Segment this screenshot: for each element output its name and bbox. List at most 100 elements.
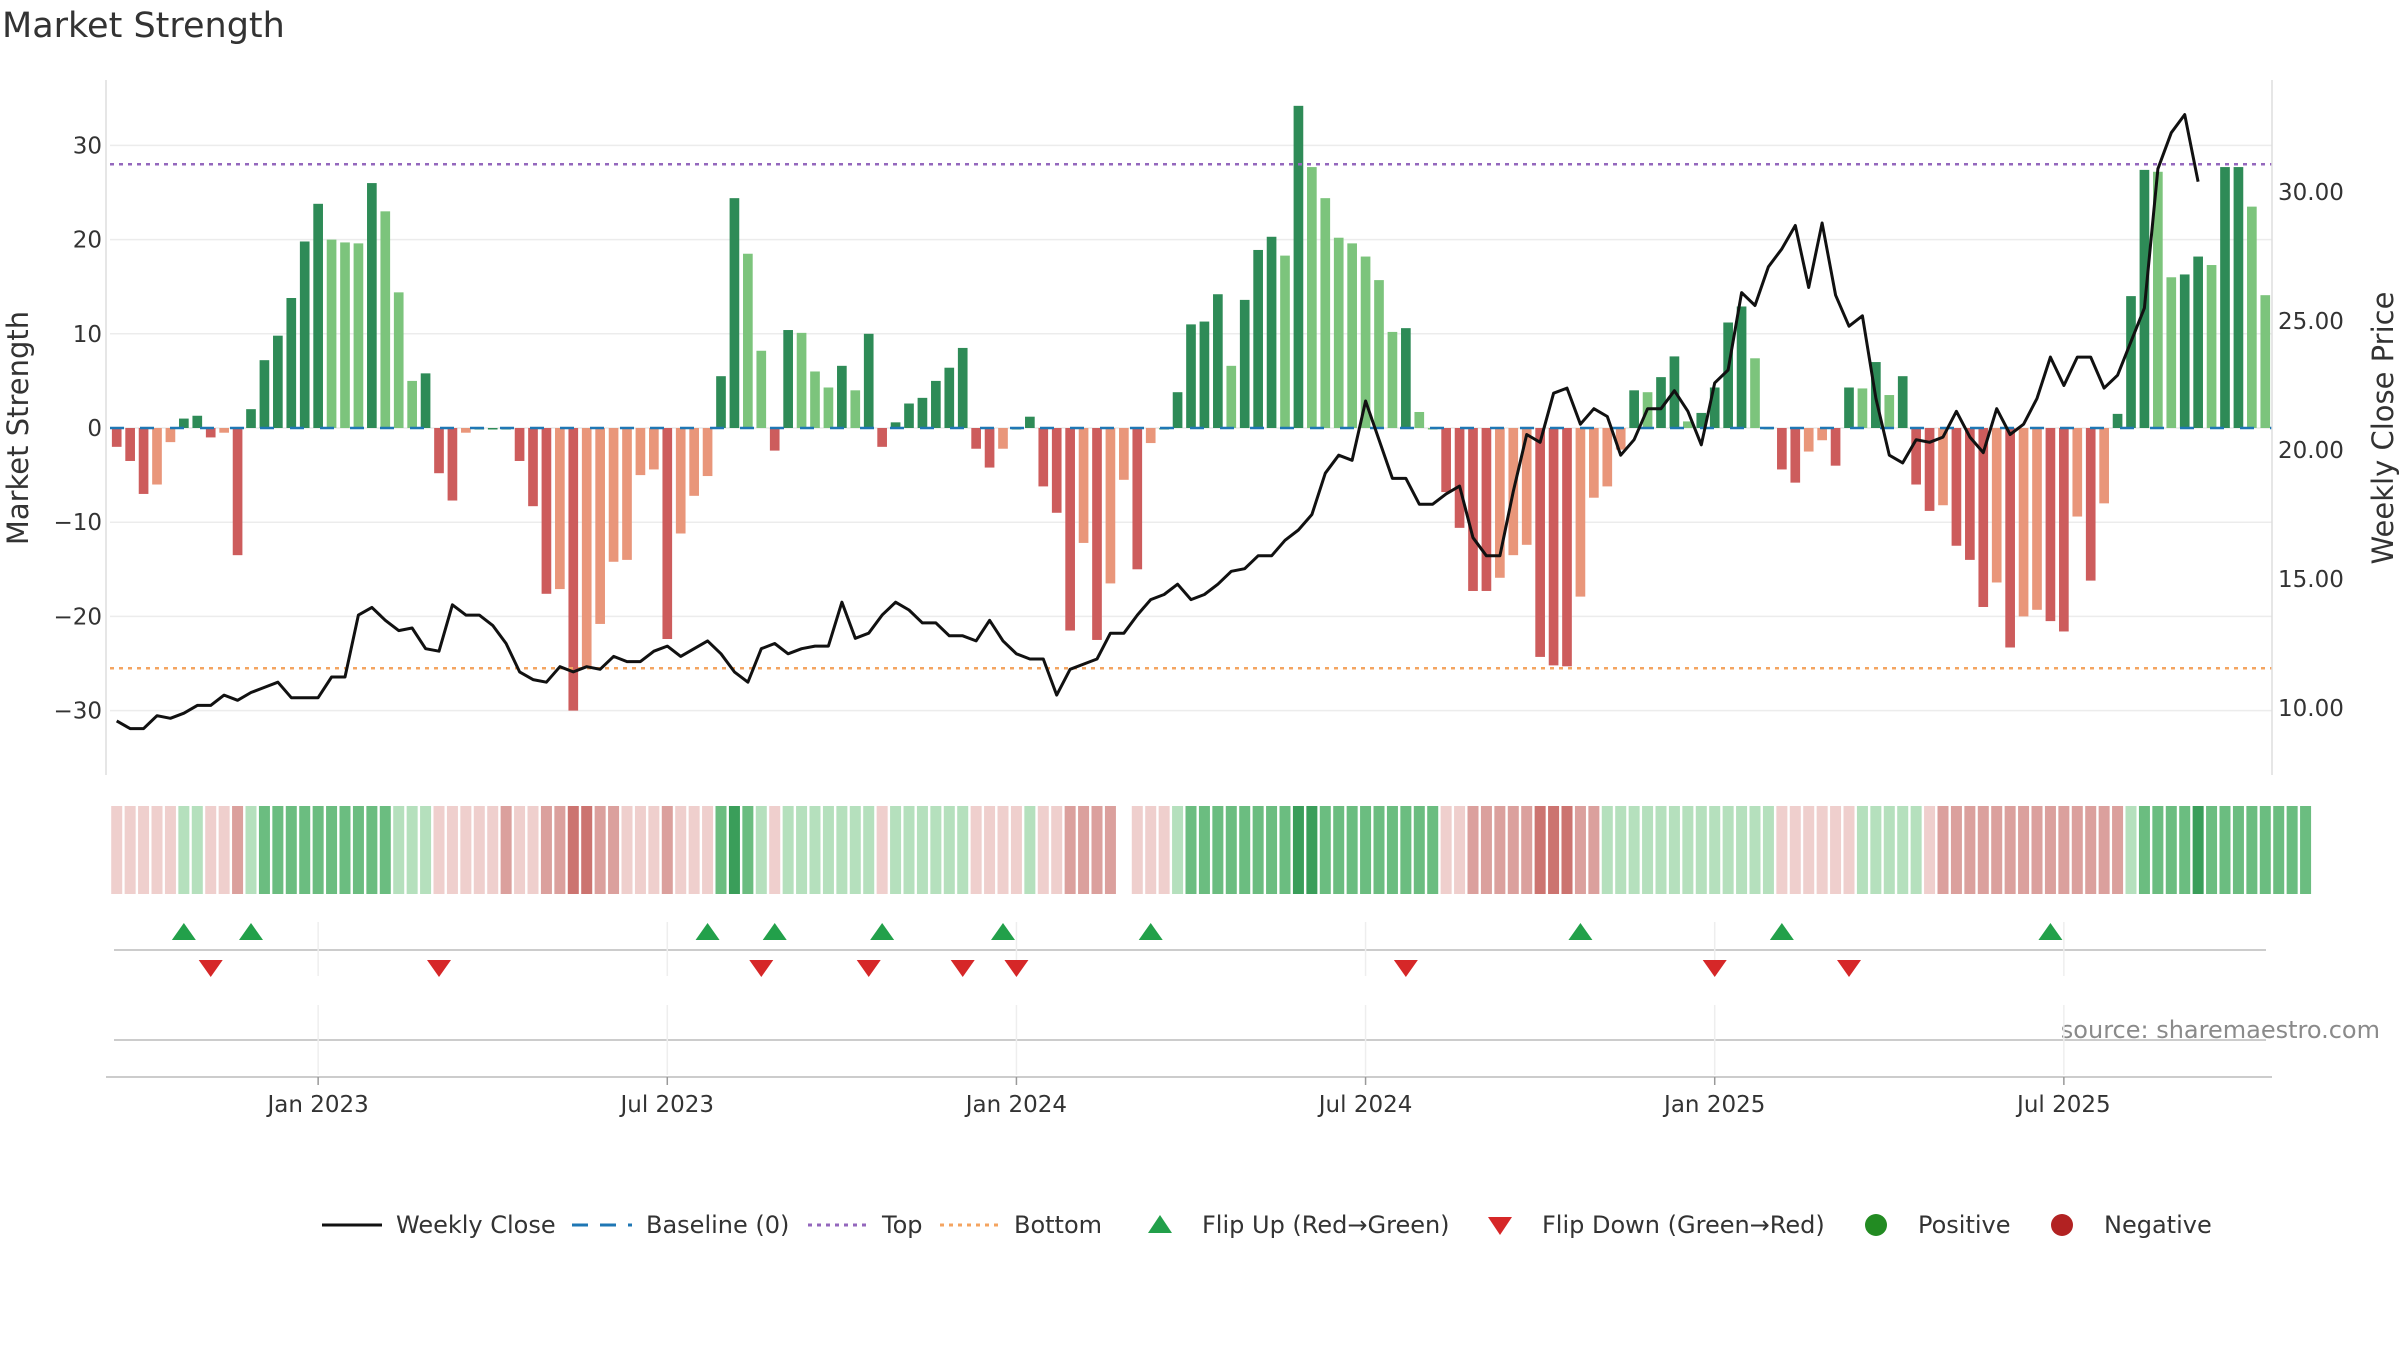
band-cell	[769, 806, 781, 894]
band-cell	[1010, 806, 1022, 894]
strength-bar	[1817, 428, 1827, 441]
band-cell	[272, 806, 284, 894]
band-cell	[1534, 806, 1546, 894]
band-cell	[2125, 806, 2137, 894]
band-cell	[930, 806, 942, 894]
flip-down-marker	[1837, 960, 1861, 977]
band-cell	[970, 806, 982, 894]
band-cell	[2004, 806, 2016, 894]
strength-bar	[1307, 167, 1317, 429]
strength-bar	[1293, 105, 1304, 428]
band-cell	[1454, 806, 1466, 894]
strength-bar	[769, 428, 780, 451]
band-cell	[245, 806, 257, 894]
y-tick-label: 10	[73, 322, 102, 348]
strength-bar	[326, 239, 337, 428]
strength-bar	[1172, 392, 1183, 428]
strength-bar	[219, 428, 229, 433]
band-cell	[608, 806, 620, 894]
x-tick-label: Jul 2025	[2015, 1092, 2111, 1118]
band-cell	[1051, 806, 1063, 894]
strength-bar	[1414, 411, 1425, 428]
strength-bar	[2166, 277, 2177, 428]
band-cell	[1131, 806, 1143, 894]
band-cell	[1574, 806, 1586, 894]
band-cell	[124, 806, 136, 894]
strength-bar	[1186, 324, 1196, 428]
band-cell	[1252, 806, 1264, 894]
strength-bar	[1454, 428, 1465, 528]
strength-bar	[2247, 206, 2257, 428]
band-cell	[728, 806, 740, 894]
weekly-close-series	[115, 113, 2200, 731]
strength-bar	[1105, 428, 1116, 584]
flip-up-marker	[991, 923, 1015, 940]
band-cell	[1467, 806, 1479, 894]
strength-bar	[2005, 428, 2015, 648]
flip-up-marker	[2038, 923, 2063, 940]
strength-bar	[716, 376, 726, 428]
band-cell	[2071, 806, 2083, 894]
y2-axis-title: Weekly Close Price	[2366, 292, 2400, 565]
y-tick-label: −30	[53, 699, 102, 725]
strength-bar	[2072, 428, 2083, 517]
band-cell	[1091, 806, 1103, 894]
band-cell	[1212, 806, 1224, 894]
strength-bar	[1266, 236, 1277, 428]
strength-bar	[1924, 428, 1935, 511]
weekly-close-line	[115, 113, 2200, 731]
strength-bar	[1333, 237, 1344, 428]
strength-bar	[1723, 322, 1733, 428]
band-cell	[1803, 806, 1815, 894]
strength-bar	[783, 330, 793, 428]
band-cell	[567, 806, 579, 894]
band-cell	[1910, 806, 1922, 894]
band-cell	[755, 806, 767, 894]
band-cell	[2085, 806, 2097, 894]
band-cell	[1561, 806, 1573, 894]
strength-bar	[2085, 428, 2096, 581]
band-cell	[1628, 806, 1640, 894]
legend-label-bottom: Bottom	[1014, 1211, 1102, 1239]
strength-bar	[1830, 428, 1841, 466]
y2-tick-label: 20.00	[2278, 438, 2344, 464]
band-cell	[352, 806, 364, 894]
legend-swatch-flip-down	[1488, 1217, 1512, 1235]
strength-bar	[1548, 428, 1559, 666]
band-cell	[2300, 806, 2312, 894]
strength-bar	[273, 335, 283, 428]
band-cell	[2031, 806, 2043, 894]
band-cell	[1198, 806, 1210, 894]
strength-bar	[1038, 428, 1049, 487]
band-cell	[675, 806, 687, 894]
band-cell	[1883, 806, 1895, 894]
strength-bar	[165, 428, 176, 443]
band-cell	[205, 806, 217, 894]
strength-bar	[1683, 421, 1693, 428]
strength-bar	[1803, 428, 1814, 452]
band-cell	[2152, 806, 2164, 894]
strength-bar	[2045, 428, 2056, 622]
band-cell	[1682, 806, 1694, 894]
strength-bar	[246, 409, 256, 428]
band-cell	[326, 806, 338, 894]
band-cell	[1158, 806, 1170, 894]
band-cell	[876, 806, 888, 894]
y-tick-label: −10	[53, 510, 102, 536]
band-cell	[487, 806, 499, 894]
strength-bar	[447, 428, 458, 501]
reference-lines	[110, 162, 2272, 670]
y-axis-title: Market Strength	[1, 311, 35, 545]
strength-bar	[823, 387, 834, 428]
band-cell	[1386, 806, 1398, 894]
band-cell	[312, 806, 324, 894]
band-cell	[2098, 806, 2110, 894]
strength-bar	[2112, 413, 2123, 428]
strength-bar	[1656, 377, 1666, 428]
legend-swatch-negative	[2051, 1214, 2073, 1236]
band-cell	[2273, 806, 2285, 894]
band-cell	[1292, 806, 1304, 894]
y-tick-label: 0	[87, 416, 102, 442]
band-cell	[648, 806, 660, 894]
